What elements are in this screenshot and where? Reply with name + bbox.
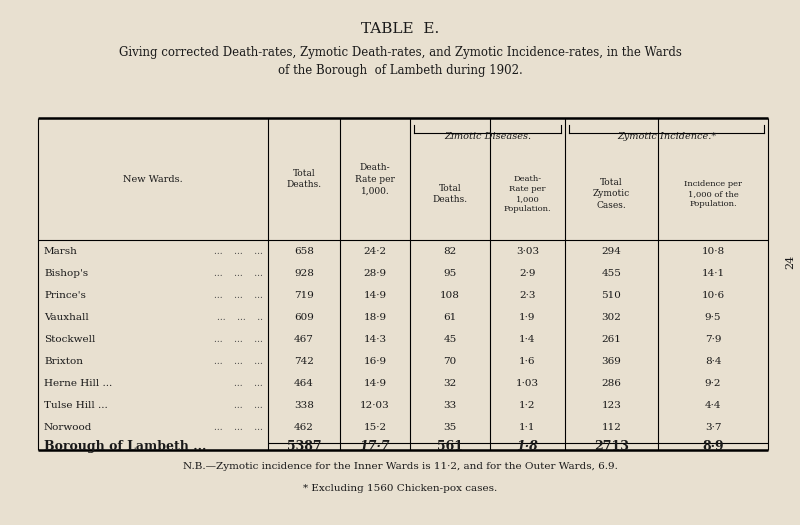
Text: 1·9: 1·9 (519, 312, 536, 321)
Text: Incidence per
1,000 of the
Population.: Incidence per 1,000 of the Population. (684, 180, 742, 208)
Text: ...    ...: ... ... (234, 379, 263, 387)
Text: 1·03: 1·03 (516, 379, 539, 387)
Text: ...    ...    ..: ... ... .. (217, 312, 263, 321)
Text: 17·7: 17·7 (360, 440, 390, 453)
Text: 95: 95 (443, 268, 457, 278)
Text: 123: 123 (602, 401, 622, 410)
Text: 261: 261 (602, 334, 622, 343)
Text: 8·4: 8·4 (705, 356, 722, 365)
Text: 8·9: 8·9 (702, 440, 724, 453)
Text: Giving corrected Death-rates, Zymotic Death-rates, and Zymotic Incidence-rates, : Giving corrected Death-rates, Zymotic De… (118, 46, 682, 59)
Text: 61: 61 (443, 312, 457, 321)
Text: ...    ...    ...: ... ... ... (214, 423, 263, 432)
Text: 14·1: 14·1 (702, 268, 725, 278)
Text: 609: 609 (294, 312, 314, 321)
Text: 338: 338 (294, 401, 314, 410)
Text: 24: 24 (785, 255, 795, 269)
Text: ...    ...    ...: ... ... ... (214, 356, 263, 365)
Text: 82: 82 (443, 247, 457, 256)
Text: 12·03: 12·03 (360, 401, 390, 410)
Text: Death-
Rate per
1,000
Population.: Death- Rate per 1,000 Population. (504, 175, 551, 213)
Text: 33: 33 (443, 401, 457, 410)
Text: 1·2: 1·2 (519, 401, 536, 410)
Text: ...    ...: ... ... (234, 401, 263, 410)
Text: 928: 928 (294, 268, 314, 278)
Text: TABLE  E.: TABLE E. (361, 22, 439, 36)
Text: 510: 510 (602, 290, 622, 299)
Text: 294: 294 (602, 247, 622, 256)
Text: 1·4: 1·4 (519, 334, 536, 343)
Text: N.B.—Zymotic incidence for the Inner Wards is 11·2, and for the Outer Wards, 6.9: N.B.—Zymotic incidence for the Inner War… (182, 462, 618, 471)
Text: New Wards.: New Wards. (123, 174, 183, 184)
Text: * Excluding 1560 Chicken-pox cases.: * Excluding 1560 Chicken-pox cases. (303, 484, 497, 493)
Text: 286: 286 (602, 379, 622, 387)
Text: 2713: 2713 (594, 440, 629, 453)
Text: Tulse Hill ...: Tulse Hill ... (44, 401, 108, 410)
Text: 302: 302 (602, 312, 622, 321)
Text: 467: 467 (294, 334, 314, 343)
Text: Total
Zymotic
Cases.: Total Zymotic Cases. (593, 177, 630, 211)
Text: 3·7: 3·7 (705, 423, 722, 432)
Text: 32: 32 (443, 379, 457, 387)
Text: Prince's: Prince's (44, 290, 86, 299)
Text: 112: 112 (602, 423, 622, 432)
Text: 369: 369 (602, 356, 622, 365)
Text: 2·9: 2·9 (519, 268, 536, 278)
Text: Norwood: Norwood (44, 423, 92, 432)
Text: Brixton: Brixton (44, 356, 83, 365)
Text: of the Borough  of Lambeth during 1902.: of the Borough of Lambeth during 1902. (278, 64, 522, 77)
Text: 7·9: 7·9 (705, 334, 722, 343)
Text: 14·3: 14·3 (363, 334, 386, 343)
Text: ...    ...    ...: ... ... ... (214, 290, 263, 299)
Text: 70: 70 (443, 356, 457, 365)
Text: 561: 561 (437, 440, 463, 453)
Text: Bishop's: Bishop's (44, 268, 88, 278)
Text: 3·03: 3·03 (516, 247, 539, 256)
Text: 742: 742 (294, 356, 314, 365)
Text: Zɪmotic Diseases.: Zɪmotic Diseases. (444, 132, 531, 141)
Text: 24·2: 24·2 (363, 247, 386, 256)
Text: 14·9: 14·9 (363, 290, 386, 299)
Text: 35: 35 (443, 423, 457, 432)
Text: 1·6: 1·6 (519, 356, 536, 365)
Text: 18·9: 18·9 (363, 312, 386, 321)
Text: 5387: 5387 (286, 440, 322, 453)
Text: Total
Deaths.: Total Deaths. (286, 169, 322, 190)
Text: 45: 45 (443, 334, 457, 343)
Text: 1·8: 1·8 (517, 440, 538, 453)
Text: ...    ...    ...: ... ... ... (214, 268, 263, 278)
Text: 16·9: 16·9 (363, 356, 386, 365)
Text: 9·5: 9·5 (705, 312, 722, 321)
Text: 1·1: 1·1 (519, 423, 536, 432)
Text: 9·2: 9·2 (705, 379, 722, 387)
Text: 10·8: 10·8 (702, 247, 725, 256)
Text: 14·9: 14·9 (363, 379, 386, 387)
Text: ...    ...    ...: ... ... ... (214, 247, 263, 256)
Text: Herne Hill ...: Herne Hill ... (44, 379, 112, 387)
Text: Marsh: Marsh (44, 247, 78, 256)
Text: 464: 464 (294, 379, 314, 387)
Text: Zymotic Incidence.*: Zymotic Incidence.* (617, 132, 716, 141)
Text: 10·6: 10·6 (702, 290, 725, 299)
Text: 4·4: 4·4 (705, 401, 722, 410)
Text: Total
Deaths.: Total Deaths. (433, 184, 467, 204)
Text: 2·3: 2·3 (519, 290, 536, 299)
Text: 455: 455 (602, 268, 622, 278)
Text: 108: 108 (440, 290, 460, 299)
Text: ...    ...    ...: ... ... ... (214, 334, 263, 343)
Text: Death-
Rate per
1,000.: Death- Rate per 1,000. (355, 163, 395, 195)
Text: 462: 462 (294, 423, 314, 432)
Text: 15·2: 15·2 (363, 423, 386, 432)
Text: Borough of Lambeth ...: Borough of Lambeth ... (44, 440, 206, 453)
Text: Stockwell: Stockwell (44, 334, 95, 343)
Text: 719: 719 (294, 290, 314, 299)
Text: Vauxhall: Vauxhall (44, 312, 89, 321)
Text: 658: 658 (294, 247, 314, 256)
Text: 28·9: 28·9 (363, 268, 386, 278)
